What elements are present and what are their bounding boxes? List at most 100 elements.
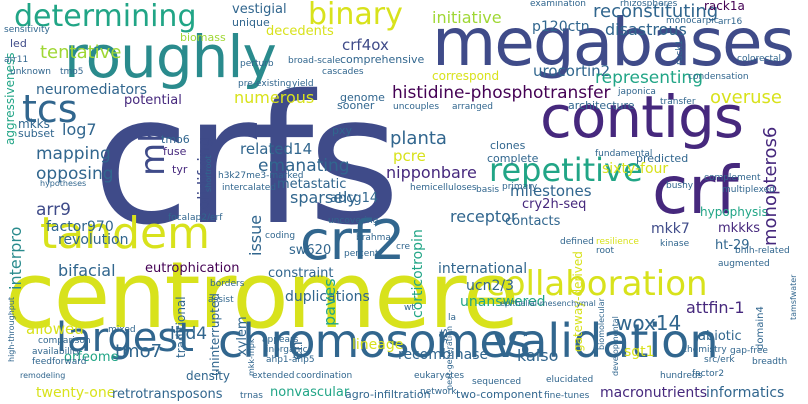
word-mixed: mixed [108, 325, 136, 335]
word-orfeome: orfeome [64, 350, 119, 365]
word-mkk7: mkk7 [651, 221, 690, 237]
word-fine-tunes: fine-tunes [544, 391, 590, 401]
word-coding: coding [265, 231, 296, 241]
word-assist: assist [208, 295, 234, 305]
word-cre: cre [396, 242, 410, 252]
word-contacts: contacts [505, 214, 561, 229]
word-network: network [420, 387, 457, 397]
word-nipponbare: nipponbare [386, 163, 477, 182]
word-predicted: predicted [636, 152, 689, 165]
word-trnas: trnas [240, 391, 263, 401]
word-mapping: mapping [36, 144, 111, 164]
word-roughly: roughly [64, 23, 277, 91]
word-numerous: numerous [234, 88, 315, 107]
word-brahma: brahma [356, 233, 391, 243]
word-sgt1: sgt1 [624, 344, 655, 360]
word-broad-scale: broad-scale [288, 56, 341, 66]
word-h3k27me3-marked: h3k27me3-marked [218, 171, 304, 181]
word-tmo6: tmo6 [161, 133, 190, 146]
word-sixty-four: sixty-four [602, 161, 669, 177]
word-uncovering: uncovering [328, 216, 379, 226]
word-crf2: crf2 [300, 209, 406, 272]
word-sensitivity: sensitivity [4, 25, 50, 35]
word-metastatic: metastatic [277, 177, 347, 192]
word-vestigial: vestigial [232, 2, 287, 17]
word-crf: crf [652, 152, 739, 229]
word-ht-29: ht-29 [715, 238, 750, 253]
word-potential: potential [124, 93, 182, 108]
word-hemicelluloses: hemicelluloses [410, 183, 477, 193]
word-validation: validation [492, 314, 719, 368]
word-fuse: fuse [163, 145, 187, 158]
word-sequenced: sequenced [472, 377, 522, 387]
word-eutrophication: eutrophication [145, 261, 240, 276]
word-decedents: decedents [266, 24, 334, 39]
word-tamsfwater: tamsfwater [789, 274, 798, 320]
word-availability: availability [32, 347, 81, 357]
word-macronutrients: macronutrients [600, 385, 708, 401]
word-rack1: rack1 [675, 39, 685, 65]
word-wt: wt [404, 303, 415, 313]
word-monocarpic: monocarpic [666, 16, 719, 26]
word-receptor: receptor [450, 207, 518, 226]
word-tcs: tcs [22, 87, 78, 131]
word-shortroot: shortroot [204, 155, 213, 192]
word-gap-free: gap-free [730, 346, 768, 356]
word-unique: unique [232, 16, 270, 29]
word-planta: planta [390, 128, 447, 149]
word-comparison: comparison [38, 336, 91, 346]
word-augmented: augmented [718, 259, 770, 269]
word-ucn23: ucn2/3 [466, 278, 514, 294]
word-ahp1-ahp5: ahp1-ahp5 [266, 355, 315, 365]
word-milestones: milestones [510, 182, 592, 200]
word-ap2-erf: ap2/erf [190, 213, 223, 223]
word-focal: focal [168, 213, 190, 223]
word-neuromediators: neuromediators [36, 82, 148, 98]
word-pre-existing: pre-existing [238, 79, 292, 89]
word-opposing: opposing [36, 164, 114, 184]
word-tentative: tentative [40, 42, 122, 63]
word-representing: representing [595, 68, 703, 88]
word-wox14: wox14 [616, 311, 682, 335]
word-largest: largest [56, 315, 194, 361]
word-attfin-1: attfin-1 [686, 298, 745, 317]
word-nonvascular: nonvascular [270, 385, 350, 400]
word-cascades: cascades [322, 67, 364, 77]
word-international: international [438, 261, 528, 277]
word-complement: complement [704, 173, 761, 183]
word-constraint: constraint [268, 266, 334, 281]
word-intercalated: intercalated [222, 183, 277, 193]
word-unanswered: unanswered [460, 294, 546, 310]
word-factor2: factor2 [692, 369, 725, 379]
word-bhlh-related: bhlh-related [735, 246, 790, 256]
word-extended: extended [252, 371, 295, 381]
word-p120ctn: p120ctn [532, 19, 590, 35]
word-examination: examination [530, 0, 586, 9]
word-primary: primary [502, 182, 538, 192]
word-rack1a: rack1a [704, 0, 745, 13]
word-disastrous: disastrous [605, 20, 687, 39]
word-coordination: coordination [296, 371, 353, 381]
word-interpro: interpro [6, 226, 25, 290]
word-condensation: condensation [688, 72, 749, 82]
word-duplications: duplications [285, 289, 370, 305]
word-domain4: domain4 [755, 306, 766, 350]
word-tmo5: tmo5 [60, 67, 84, 77]
word-sooner: sooner [337, 99, 375, 112]
word-transfer: transfer [660, 97, 696, 107]
word-arranged: arranged [452, 102, 493, 112]
word-eukaryotes: eukaryotes [414, 371, 465, 381]
word-arr9: arr9 [36, 200, 71, 220]
word-sfs: sfs [437, 328, 450, 344]
word-log7: log7 [62, 120, 97, 139]
word-binary: binary [308, 0, 403, 32]
word-uninterrupted: uninterrupted [208, 293, 222, 376]
word-arr11: arr11 [4, 55, 29, 65]
word-centromere: centromere [5, 242, 519, 349]
word-pxy: pxy [332, 124, 353, 137]
word-biomass: biomass [180, 31, 226, 44]
word-tyr: tyr [172, 163, 188, 176]
word-colorectal: colorectal [737, 54, 781, 64]
word-abiotic: abiotic [698, 329, 742, 344]
word-contigs: contigs [540, 83, 744, 151]
